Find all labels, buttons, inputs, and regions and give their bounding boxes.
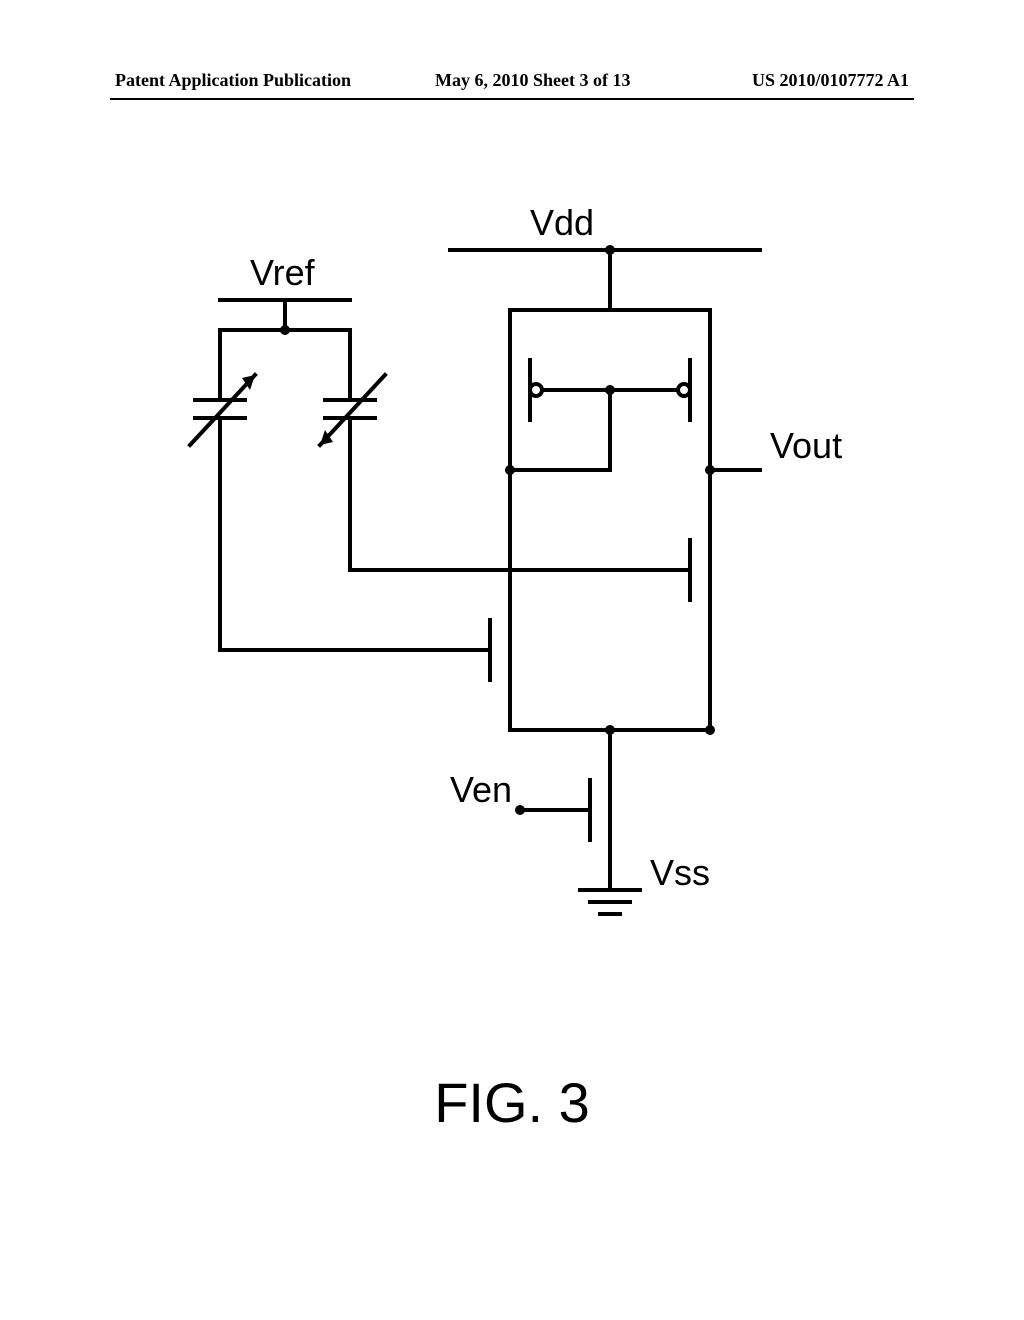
label-vref: Vref <box>250 252 316 293</box>
header-date-sheet: May 6, 2010 Sheet 3 of 13 <box>435 70 630 91</box>
label-vout: Vout <box>770 425 842 466</box>
header-rule <box>110 98 914 100</box>
label-vdd: Vdd <box>530 202 594 243</box>
circuit-diagram: Vdd <box>0 190 1024 995</box>
figure-label: FIG. 3 <box>0 1070 1024 1135</box>
page: Patent Application Publication May 6, 20… <box>0 0 1024 1320</box>
header-patent-number: US 2010/0107772 A1 <box>752 70 909 91</box>
label-ven: Ven <box>450 769 512 810</box>
label-vss: Vss <box>650 852 710 893</box>
header-publication: Patent Application Publication <box>115 70 351 91</box>
